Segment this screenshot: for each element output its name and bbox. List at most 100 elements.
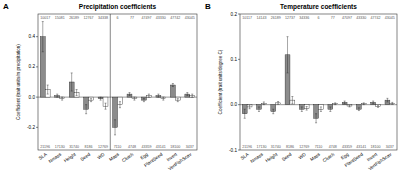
x-tick-label: PlantSeed — [143, 151, 164, 168]
x-tick-label: VertFishScav — [367, 151, 393, 171]
x-tick-label: Height — [265, 151, 279, 163]
bars — [242, 37, 394, 123]
sample-size: 12767 — [84, 16, 94, 20]
y-tick — [238, 104, 240, 105]
error-bar — [157, 94, 159, 97]
sample-size: 43045 — [185, 16, 195, 20]
sample-size: 34338 — [98, 16, 108, 20]
error-bar — [386, 98, 388, 102]
error-bar — [114, 120, 116, 135]
y-tick — [238, 59, 240, 60]
sample-size: 8186 — [286, 145, 294, 149]
error-bar — [287, 37, 289, 73]
sample-size: 18100 — [371, 145, 381, 149]
sample-size: 43359 — [342, 145, 352, 149]
x-tick-label: Egg — [340, 151, 350, 160]
bars — [40, 22, 194, 135]
x-tick-label: Nmass — [249, 151, 264, 164]
sample-size: 17130 — [55, 145, 65, 149]
sample-size: 26189 — [69, 16, 79, 20]
y-tick-label: -0.2 — [27, 125, 35, 130]
plot-frame — [240, 14, 397, 150]
panel-label: A — [3, 2, 9, 11]
sample-size: 31740 — [69, 145, 79, 149]
sample-size: 7110 — [114, 145, 122, 149]
bar — [390, 103, 395, 104]
y-tick-label: 0.0 — [29, 95, 36, 100]
error-bar — [391, 102, 393, 104]
x-tick-label: Height — [63, 151, 77, 163]
error-bar — [191, 94, 193, 97]
sample-size: 47742 — [170, 16, 180, 20]
sample-size: 17130 — [256, 145, 266, 149]
x-tick-label: Mass — [309, 151, 321, 162]
y-label: Coefficient (trait units/degree C) — [218, 49, 223, 114]
error-bar — [249, 105, 251, 109]
figure: A Precipitation coefficients Coefficient (… — [0, 0, 400, 178]
error-bar — [56, 94, 58, 97]
sample-size: 47497 — [141, 16, 151, 20]
error-bar — [172, 84, 174, 87]
error-bar — [90, 99, 92, 102]
sample-size: 77 — [130, 16, 134, 20]
sample-size: 14143 — [256, 16, 266, 20]
title: Precipitation coefficients — [79, 3, 157, 11]
sample-size: 43330 — [356, 16, 366, 20]
error-bar — [244, 109, 246, 118]
x-tick-label: PlantSeed — [344, 151, 365, 168]
title: Temperature coefficients — [280, 3, 357, 11]
error-bar — [143, 99, 145, 102]
error-bar — [47, 85, 49, 94]
x-tick-label: Clutch — [322, 151, 336, 163]
sample-size: 18100 — [170, 145, 180, 149]
x-tick-label: Clutch — [121, 151, 135, 163]
y-tick — [36, 127, 38, 128]
y-tick-label: 0.4 — [29, 34, 36, 39]
error-bar — [277, 101, 279, 104]
sample-size: 43141 — [156, 145, 166, 149]
sample-size: 4748 — [329, 145, 337, 149]
error-bar — [377, 106, 379, 108]
plot-frame — [38, 14, 197, 150]
y-tick-label: 0.2 — [231, 12, 238, 17]
sample-size: 21196 — [242, 145, 252, 149]
sample-size: 7110 — [315, 145, 323, 149]
error-bar — [263, 102, 265, 105]
error-bar — [315, 114, 317, 123]
error-bar — [186, 93, 188, 96]
error-bar — [42, 22, 44, 52]
error-bar — [320, 107, 322, 112]
error-bar — [329, 107, 331, 112]
error-bar — [372, 101, 374, 104]
error-bar — [291, 97, 293, 104]
y-tick-label: -0.1 — [229, 148, 237, 153]
sample-size: 10117 — [242, 16, 252, 20]
sample-size: 10017 — [40, 16, 50, 20]
x-tick-label: Nmass — [48, 151, 63, 164]
error-bar — [105, 103, 107, 109]
error-bar — [272, 109, 274, 114]
error-bar — [133, 97, 135, 100]
panel: A Precipitation coefficients Coefficient (… — [3, 2, 197, 171]
y-tick-label: 0.1 — [231, 57, 238, 62]
sample-size: 43330 — [156, 16, 166, 20]
sample-size: 43141 — [356, 145, 366, 149]
panel-label: B — [205, 2, 211, 11]
bar — [347, 105, 352, 106]
sample-size: 12769 — [98, 145, 108, 149]
sample-size: 43359 — [141, 145, 151, 149]
sample-size: 12769 — [299, 145, 309, 149]
error-bar — [348, 105, 350, 107]
sample-size: 26189 — [271, 16, 281, 20]
group-separator — [110, 14, 111, 150]
sample-size: 4748 — [128, 145, 136, 149]
y-tick — [36, 36, 38, 37]
error-bar — [148, 94, 150, 97]
sample-size: 47742 — [371, 16, 381, 20]
error-bar — [61, 97, 63, 100]
sample-size: 43045 — [385, 16, 395, 20]
error-bar — [301, 107, 303, 112]
y-label: Coefficient (trait units/m precipitation… — [16, 44, 21, 120]
error-bar — [363, 103, 365, 105]
error-bar — [128, 93, 130, 96]
